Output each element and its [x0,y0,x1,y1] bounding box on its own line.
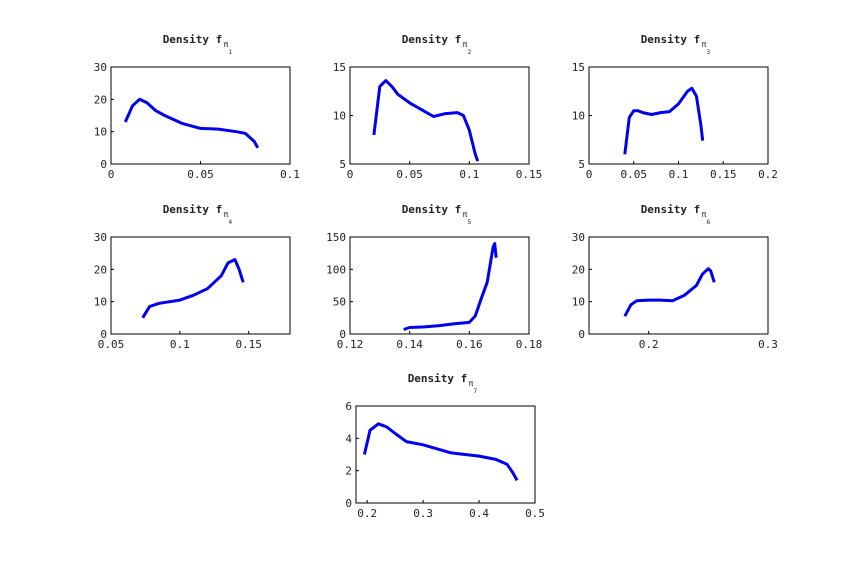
y-tick-label: 0 [100,158,107,171]
y-tick-label: 2 [345,465,352,478]
x-tick-label: 0.5 [525,507,545,520]
axes-box [349,236,530,335]
subplot-title: Density f [163,33,223,46]
density-line [362,422,519,482]
y-tick-label: 0 [339,328,346,341]
x-tick-label: 0 [347,168,354,181]
title-subsubscript: 5 [468,219,472,226]
x-tick-label: 0.15 [710,168,737,181]
x-tick-label: 0.18 [516,338,543,351]
title-subscript: π [224,40,229,49]
subplot-title: Density f [641,203,701,216]
subplot-title: Density f [402,33,462,46]
title-subscript: π [463,40,468,49]
y-tick-label: 10 [572,110,585,123]
y-tick-label: 5 [578,158,585,171]
axes-box [110,236,291,335]
x-tick-label: 0.2 [758,168,778,181]
density-line [141,258,245,319]
y-tick-label: 30 [572,231,585,244]
y-tick-label: 20 [94,263,107,276]
y-tick-label: 10 [333,110,346,123]
title-subscript: π [463,210,468,219]
title-subsubscript: 6 [707,219,711,226]
x-tick-label: 0.16 [456,338,483,351]
y-tick-label: 20 [572,263,585,276]
axes-box [355,405,536,504]
x-tick-label: 0.05 [98,338,125,351]
subplot: Density f π2 0 0.05 0.1 0.15 5 10 15 [333,33,543,181]
subplot-title: Density f [408,372,468,385]
x-tick-label: 0.2 [357,507,377,520]
y-tick-label: 0 [578,328,585,341]
subplot: Density f π7 0.2 0.3 0.4 0.5 0 2 4 6 [345,372,545,520]
title-subscript: π [224,210,229,219]
y-tick-label: 10 [94,126,107,139]
y-tick-label: 50 [333,296,346,309]
x-tick-label: 0 [108,168,115,181]
y-tick-label: 150 [326,231,346,244]
title-subsubscript: 2 [468,49,472,56]
y-tick-label: 10 [94,296,107,309]
x-tick-label: 0.05 [621,168,648,181]
x-tick-label: 0.4 [469,507,489,520]
x-tick-label: 0 [586,168,593,181]
x-tick-label: 0.1 [280,168,300,181]
title-subscript: π [469,379,474,388]
density-line [123,97,260,149]
density-line [372,79,480,162]
y-tick-label: 0 [345,497,352,510]
x-tick-label: 0.14 [396,338,423,351]
subplot-title: Density f [641,33,701,46]
y-tick-label: 15 [333,61,346,74]
axes-box [588,66,769,165]
y-tick-label: 5 [339,158,346,171]
y-tick-label: 15 [572,61,585,74]
y-tick-label: 30 [94,61,107,74]
subplot: Density f π3 0 0.05 0.1 0.15 0.2 5 10 15 [572,33,778,181]
x-tick-label: 0.1 [170,338,190,351]
x-tick-label: 0.3 [758,338,778,351]
x-tick-label: 0.1 [669,168,689,181]
subplot: Density f π6 0.2 0.3 0 10 20 30 [572,203,778,351]
x-tick-label: 0.12 [337,338,364,351]
density-line [623,267,716,317]
y-tick-label: 20 [94,93,107,106]
title-subsubscript: 3 [707,49,711,56]
title-subscript: π [702,210,707,219]
y-tick-label: 30 [94,231,107,244]
axes-box [588,236,769,335]
x-tick-label: 0.05 [396,168,423,181]
title-subsubscript: 4 [229,219,233,226]
y-tick-label: 6 [345,400,352,413]
title-subsubscript: 1 [229,49,233,56]
subplot: Density f π5 0.12 0.14 0.16 0.18 0 50 100 150 [326,203,542,351]
y-tick-label: 10 [572,296,585,309]
y-tick-label: 4 [345,432,352,445]
subplot-title: Density f [163,203,223,216]
x-tick-label: 0.05 [187,168,214,181]
y-tick-label: 100 [326,263,346,276]
subplot-title: Density f [402,203,462,216]
x-tick-label: 0.2 [639,338,659,351]
density-line [403,242,498,331]
title-subscript: π [702,40,707,49]
x-tick-label: 0.15 [516,168,543,181]
x-tick-label: 0.15 [235,338,262,351]
x-tick-label: 0.3 [413,507,433,520]
subplot: Density f π4 0.05 0.1 0.15 0 10 20 30 [94,203,291,351]
x-tick-label: 0.1 [459,168,479,181]
axes-box [110,66,291,165]
y-tick-label: 0 [100,328,107,341]
title-subsubscript: 7 [474,388,478,395]
density-line [623,86,705,155]
